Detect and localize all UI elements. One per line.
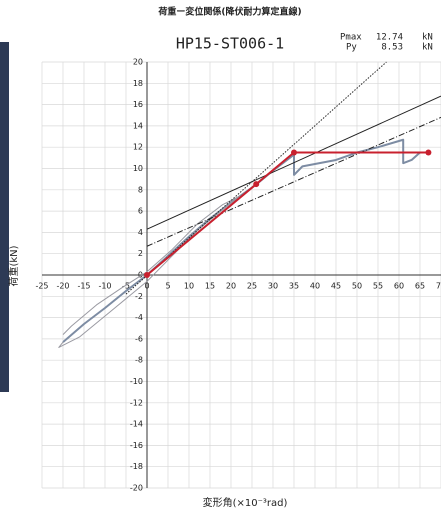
- x-tick-label: 20: [226, 282, 236, 291]
- chart-title: 荷重ー変位関係(降伏耐力算定直線): [157, 6, 301, 18]
- x-tick-label: -25: [35, 282, 48, 291]
- x-tick-label: 60: [394, 282, 404, 291]
- annotation-label: Pmax: [340, 33, 362, 43]
- x-tick-label: 40: [310, 282, 320, 291]
- x-tick-label: 35: [289, 282, 299, 291]
- page: {"chart_data": { "type": "line", "title"…: [0, 0, 441, 510]
- x-tick-label: 5: [165, 282, 170, 291]
- annotation-unit: kN: [422, 43, 433, 53]
- x-tick-label: -20: [56, 282, 69, 291]
- y-tick-label: 4: [138, 228, 143, 237]
- point: [425, 150, 431, 156]
- chart-subtitle: HP15-ST006-1: [176, 35, 284, 53]
- y-tick-label: -12: [130, 398, 143, 407]
- x-tick-label: -10: [98, 282, 111, 291]
- x-tick-label: 10: [184, 282, 194, 291]
- y-axis-label: 荷重(kN): [7, 245, 20, 286]
- y-tick-label: 16: [133, 100, 143, 109]
- y-tick-label: 18: [133, 79, 143, 88]
- annotation-label: Py: [346, 43, 357, 53]
- y-tick-label: -4: [135, 313, 143, 322]
- x-tick-label: 55: [373, 282, 383, 291]
- chart: 荷重ー変位関係(降伏耐力算定直線) HP15-ST006-1 Pmax 12.7…: [0, 0, 441, 510]
- y-tick-label: -18: [130, 462, 143, 471]
- x-tick-label: 65: [415, 282, 425, 291]
- photo-strip: [0, 42, 9, 392]
- x-tick-label: 45: [331, 282, 341, 291]
- x-tick-label: 50: [352, 282, 362, 291]
- y-tick-label: 14: [133, 121, 143, 130]
- point: [144, 272, 150, 278]
- annotation-unit: kN: [422, 33, 433, 43]
- y-tick-label: 12: [133, 143, 143, 152]
- point: [291, 150, 297, 156]
- y-tick-label: 6: [138, 207, 143, 216]
- x-tick-label: -15: [77, 282, 90, 291]
- x-tick-label: 70: [436, 282, 441, 291]
- y-tick-label: -16: [130, 441, 143, 450]
- y-tick-label: -10: [130, 377, 143, 386]
- y-tick-label: -2: [135, 292, 143, 301]
- y-tick-label: -20: [130, 484, 143, 493]
- series-line: [63, 140, 420, 342]
- x-tick-label: 25: [247, 282, 257, 291]
- x-tick-label: 15: [205, 282, 215, 291]
- x-axis-label: 変形角(×10⁻³rad): [203, 496, 288, 509]
- y-tick-label: 2: [138, 249, 143, 258]
- y-tick-label: -6: [135, 334, 143, 343]
- annotation-value: 12.74: [376, 33, 403, 43]
- y-tick-label: -8: [135, 356, 143, 365]
- y-tick-label: 20: [133, 58, 143, 67]
- y-tick-label: -14: [130, 420, 143, 429]
- point: [253, 181, 259, 187]
- annotation-value: 8.53: [381, 43, 403, 53]
- y-tick-label: 10: [133, 164, 143, 173]
- x-tick-label: 30: [268, 282, 278, 291]
- y-tick-label: 8: [138, 185, 143, 194]
